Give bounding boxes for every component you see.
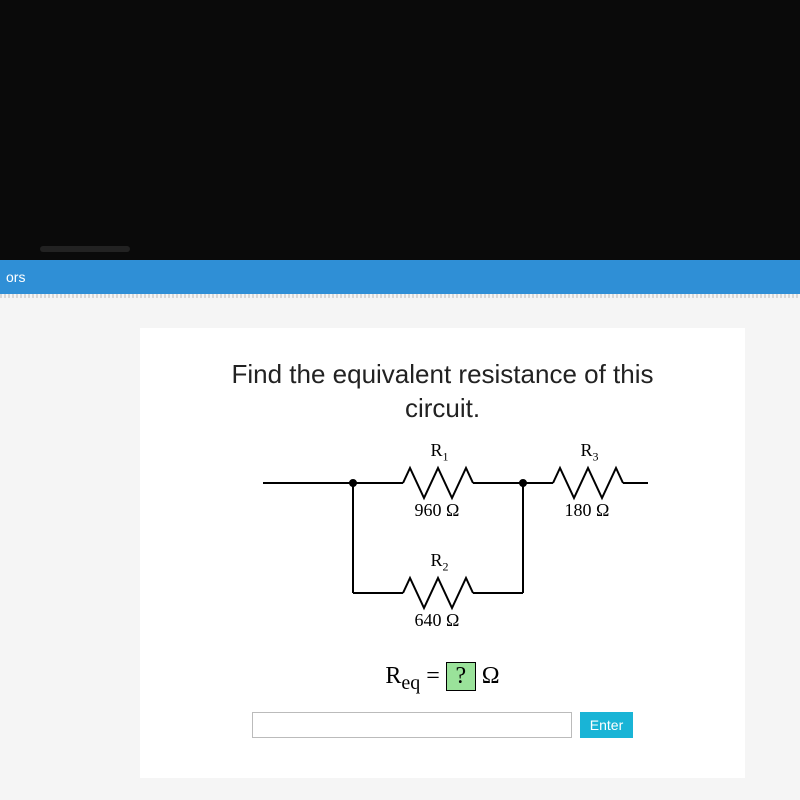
r2-value: 640 Ω (415, 610, 460, 631)
r3-name: R3 (581, 440, 599, 465)
answer-row: Enter (160, 712, 725, 738)
r1-name: R1 (431, 440, 449, 465)
page-area: ors Find the equivalent resistance of th… (0, 260, 800, 800)
question-card: Find the equivalent resistance of this c… (140, 328, 745, 778)
circuit-diagram: R1 960 Ω R2 640 Ω R3 180 Ω (233, 438, 653, 658)
monitor-bezel-dark (0, 0, 800, 260)
r3-value: 180 Ω (565, 500, 610, 521)
answer-placeholder-box: ? (446, 662, 476, 691)
prompt-line-1: Find the equivalent resistance of this (231, 359, 653, 389)
prompt-line-2: circuit. (405, 393, 480, 423)
r1-value: 960 Ω (415, 500, 460, 521)
r2-name: R2 (431, 550, 449, 575)
header-bar: ors (0, 260, 800, 294)
header-tab-fragment: ors (6, 269, 25, 285)
enter-button[interactable]: Enter (580, 712, 633, 738)
header-dotted-divider (0, 294, 800, 298)
question-prompt: Find the equivalent resistance of this c… (160, 358, 725, 426)
equation-line: Req = ? Ω (160, 662, 725, 695)
answer-input[interactable] (252, 712, 572, 738)
